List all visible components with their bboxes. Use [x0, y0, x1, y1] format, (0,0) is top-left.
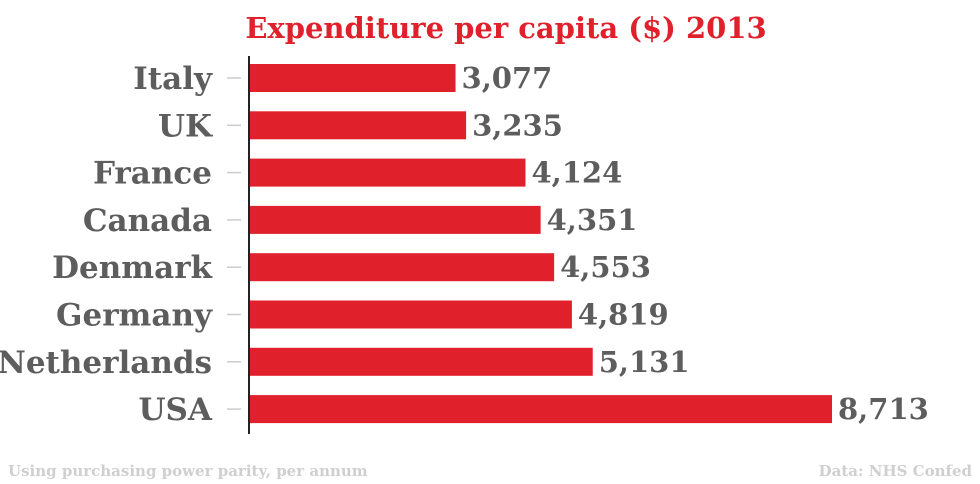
- category-label-france: France: [93, 156, 212, 192]
- bar-italy: [250, 64, 456, 92]
- category-label-denmark: Denmark: [52, 250, 213, 286]
- bar-canada: [250, 205, 541, 234]
- footer-note: Using purchasing power parity, per annum: [8, 462, 368, 480]
- bar-france: [250, 158, 526, 187]
- value-label-usa: 8,713: [838, 392, 929, 426]
- category-label-usa: USA: [139, 392, 213, 428]
- value-label-france: 4,124: [531, 156, 622, 190]
- bar-germany: [250, 300, 572, 329]
- value-label-uk: 3,235: [472, 108, 563, 142]
- bar-denmark: [250, 253, 555, 282]
- bar-uk: [250, 111, 467, 140]
- bar-netherlands: [250, 347, 593, 376]
- category-label-canada: Canada: [83, 203, 212, 239]
- y-axis-ticks: [227, 77, 241, 410]
- value-label-canada: 4,351: [547, 203, 638, 237]
- footer-source: Data: NHS Confed: [819, 462, 973, 480]
- category-label-uk: UK: [158, 108, 213, 144]
- value-label-netherlands: 5,131: [599, 345, 690, 379]
- value-label-italy: 3,077: [462, 61, 553, 95]
- category-label-italy: Italy: [133, 61, 213, 97]
- bar-usa: [250, 395, 832, 424]
- value-label-germany: 4,819: [578, 298, 669, 332]
- bar-series: [250, 64, 832, 424]
- category-labels: Italy UK France Canada Denmark Germany Netherl…: [0, 61, 214, 428]
- category-label-netherlands: Netherlands: [0, 345, 212, 381]
- value-label-denmark: 4,553: [560, 250, 651, 284]
- chart-title: Expenditure per capita ($) 2013: [245, 11, 766, 45]
- value-labels: 3,077 3,235 4,124 4,351 4,553 4,819 5,131 8,713: [462, 61, 929, 426]
- category-label-germany: Germany: [56, 298, 213, 334]
